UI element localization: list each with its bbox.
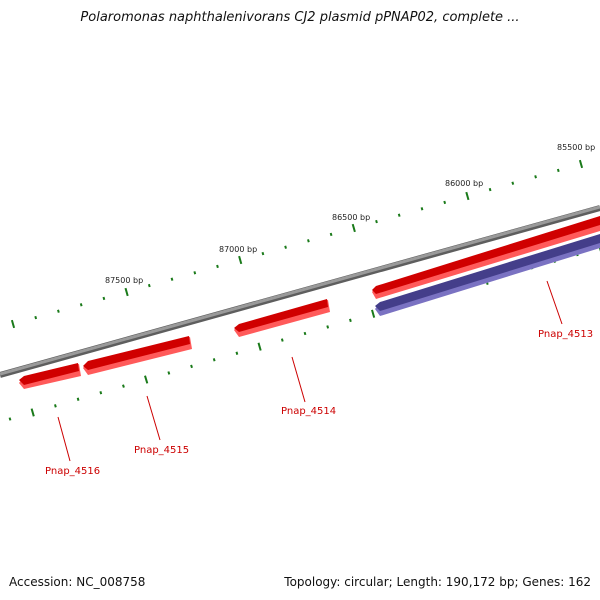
minor-tick — [420, 207, 424, 211]
scale-label: 86000 bp — [445, 179, 483, 188]
gene-body — [234, 299, 328, 332]
minor-tick — [122, 384, 125, 388]
minor-tick — [76, 397, 80, 401]
gene-callouts — [57, 280, 563, 462]
minor-tick — [212, 358, 216, 362]
minor-tick — [307, 239, 310, 243]
outer-tick-track — [10, 159, 584, 329]
minor-tick — [488, 187, 492, 192]
topology-summary: Topology: circular; Length: 190,172 bp; … — [284, 575, 591, 589]
gene-label[interactable]: Pnap_4516 — [45, 466, 100, 477]
gene-pnap-4516[interactable] — [19, 363, 81, 389]
minor-tick — [193, 271, 197, 275]
minor-tick — [167, 371, 171, 375]
minor-tick — [190, 364, 193, 369]
minor-tick — [443, 200, 447, 205]
minor-tick — [79, 303, 83, 307]
minor-tick — [235, 351, 239, 355]
gene-label[interactable]: Pnap_4514 — [281, 406, 336, 417]
gene-label[interactable]: Pnap_4515 — [134, 445, 189, 456]
accession-text: Accession: NC_008758 — [9, 575, 146, 589]
minor-tick — [326, 325, 330, 329]
gene-labels: Pnap_4513 Pnap_4514 Pnap_4515 Pnap_4516 — [45, 329, 593, 477]
gene-body — [372, 216, 600, 294]
plasmid-backbone — [0, 205, 600, 378]
scale-label: 87000 bp — [219, 245, 257, 254]
major-tick — [257, 342, 262, 351]
gene-label[interactable]: Pnap_4513 — [538, 329, 593, 340]
major-tick — [351, 223, 356, 233]
major-tick — [465, 191, 470, 201]
minor-tick — [170, 277, 174, 281]
major-tick — [238, 255, 243, 265]
gene-body — [19, 363, 79, 385]
gene-pnap-4515[interactable] — [83, 336, 192, 375]
minor-tick — [34, 315, 38, 320]
gene-body — [375, 234, 600, 311]
minor-tick — [261, 251, 265, 256]
minor-tick — [556, 168, 560, 173]
major-tick — [10, 319, 16, 329]
callout-line — [546, 280, 563, 325]
minor-tick — [54, 404, 57, 408]
minor-tick — [349, 318, 352, 323]
backbone-highlight — [0, 205, 600, 376]
callout-line — [291, 356, 306, 403]
minor-tick — [534, 175, 537, 179]
minor-tick — [511, 181, 515, 185]
major-tick — [371, 309, 376, 318]
callout-line — [146, 395, 161, 441]
gene-body — [83, 336, 190, 370]
minor-tick — [57, 309, 60, 313]
major-tick — [144, 375, 149, 384]
scale-label: 87500 bp — [105, 276, 143, 285]
map-title: Polaromonas naphthalenivorans CJ2 plasmi… — [80, 10, 520, 25]
minor-tick — [99, 391, 103, 395]
minor-tick — [303, 331, 307, 336]
minor-tick — [216, 264, 219, 269]
major-tick — [578, 159, 584, 169]
major-tick — [30, 408, 35, 417]
minor-tick — [102, 296, 106, 301]
gene-pnap-4513[interactable] — [375, 234, 600, 316]
scale-label: 85500 bp — [557, 143, 595, 152]
major-tick — [124, 287, 129, 297]
callout-line — [57, 416, 71, 462]
minor-tick — [147, 283, 151, 288]
minor-tick — [397, 213, 401, 217]
gene-pnap-4513-forward-block[interactable] — [372, 216, 600, 299]
minor-tick — [8, 417, 12, 421]
minor-tick — [329, 232, 333, 237]
scale-labels: 85500 bp 86000 bp 86500 bp 87000 bp 8750… — [105, 143, 595, 285]
minor-tick — [280, 338, 284, 342]
scale-label: 86500 bp — [332, 213, 370, 222]
gene-pnap-4514[interactable] — [234, 299, 330, 337]
minor-tick — [375, 219, 378, 224]
minor-tick — [284, 245, 287, 249]
